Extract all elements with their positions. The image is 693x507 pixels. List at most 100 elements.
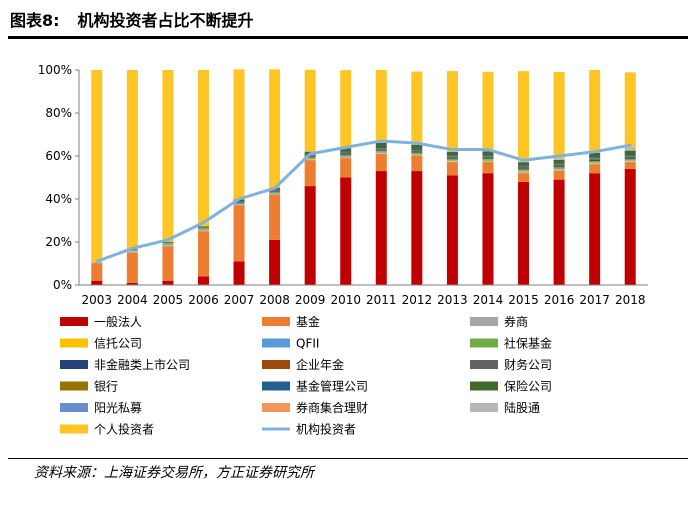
figure-title: 图表8: 机构投资者占比不断提升 xyxy=(10,4,254,34)
bar-segment-2004-s5 xyxy=(126,249,138,251)
bar-segment-2015-s3 xyxy=(518,171,530,173)
bar-segment-2015-s2 xyxy=(518,172,530,174)
bar-segment-2005-s1 xyxy=(162,246,174,281)
bar-segment-2007-s4 xyxy=(233,203,245,205)
axes: 0% 20% 40% 60% 80% 100% 2003 2004 2005 2006 2007 20… xyxy=(38,63,648,307)
legend-swatch xyxy=(470,317,498,326)
legend-item: 社保基金 xyxy=(470,336,552,351)
legend-label: 基金 xyxy=(296,314,320,329)
legend-swatch xyxy=(60,424,88,434)
source-note: 资料来源：上海证券交易所，方正证券研究所 xyxy=(34,465,314,481)
bar-segment-2018-s3 xyxy=(624,160,636,162)
bar-segment-2011-s10 xyxy=(375,146,387,149)
bar-segment-2016-s6 xyxy=(553,166,565,168)
bar-segment-2009-s1 xyxy=(304,160,316,187)
bar-segment-2015-s8 xyxy=(518,166,530,169)
bar-segment-2011-s11 xyxy=(375,142,387,147)
line-layer xyxy=(95,139,632,263)
x-tick-label: 2009 xyxy=(295,293,326,307)
source-divider xyxy=(8,458,688,459)
bar-segment-2012-s10 xyxy=(411,148,423,150)
legend-label: 券商集合理财 xyxy=(296,400,368,415)
legend-item: QFII xyxy=(262,337,319,351)
legend-swatch xyxy=(470,403,498,412)
bar-segment-2007-s5 xyxy=(233,202,245,204)
x-tick-label: 2010 xyxy=(330,293,361,307)
bar-segment-2008-s5 xyxy=(269,191,281,193)
legend-item: 财务公司 xyxy=(470,357,552,372)
bar-segment-2017-s6 xyxy=(589,159,601,161)
stacked-bar-chart: 0% 20% 40% 60% 80% 100% 2003 2004 2005 2006 2007 20… xyxy=(38,63,648,437)
bar-segment-2011-s5 xyxy=(375,150,387,152)
figure-label: 图表8: xyxy=(10,11,60,30)
bar-layer xyxy=(91,69,636,285)
bar-segment-2010-s10 xyxy=(340,151,352,153)
bar-segment-2018-s0 xyxy=(624,168,636,285)
bar-segment-2014-s4 xyxy=(482,159,494,161)
legend-label: 一般法人 xyxy=(94,314,142,329)
x-tick-label: 2003 xyxy=(82,293,113,307)
bar-segment-2013-s3 xyxy=(446,160,458,162)
bar-segment-2018-s10 xyxy=(624,155,636,156)
bar-segment-2005-s0 xyxy=(162,280,174,285)
legend-item: 券商 xyxy=(470,314,528,329)
bar-segment-2013-s8 xyxy=(446,156,458,158)
bar-segment-2004-s1 xyxy=(126,252,138,283)
bar-segment-2013-s6 xyxy=(446,157,458,159)
bar-segment-2017-s2 xyxy=(589,163,601,165)
x-tick-label: 2015 xyxy=(508,293,539,307)
bar-segment-2018-s2 xyxy=(624,161,636,163)
bar-segment-2007-s1 xyxy=(233,205,245,262)
bar-segment-2004-s0 xyxy=(126,282,138,285)
bar-segment-2010-s6 xyxy=(340,154,352,156)
bar-segment-2012-s11 xyxy=(411,144,423,149)
legend-swatch xyxy=(60,317,88,326)
legend-swatch xyxy=(470,360,498,369)
bar-segment-2003-s15 xyxy=(91,70,103,262)
bar-segment-2015-s4 xyxy=(518,170,530,172)
legend-label: 银行 xyxy=(94,380,118,394)
bar-segment-2009-s0 xyxy=(304,186,316,285)
bar-segment-2009-s15 xyxy=(304,69,316,152)
bar-segment-2014-s3 xyxy=(482,160,494,162)
bar-segment-2017-s11 xyxy=(589,152,601,158)
bar-segment-2016-s11 xyxy=(553,159,565,164)
bar-segment-2007-s0 xyxy=(233,261,245,285)
bar-segment-2018-s8 xyxy=(624,156,636,158)
y-tick-label: 20% xyxy=(45,235,72,249)
legend-label: 保险公司 xyxy=(504,379,552,394)
bar-segment-2017-s8 xyxy=(589,158,601,160)
bar-segment-2006-s1 xyxy=(197,231,209,277)
x-tick-label: 2014 xyxy=(473,293,504,307)
bar-segment-2015-s5 xyxy=(518,169,530,171)
bar-segment-2014-s5 xyxy=(482,158,494,160)
bar-segment-2014-s2 xyxy=(482,161,494,163)
bar-segment-2018-s15 xyxy=(624,72,636,148)
bar-segment-2014-s1 xyxy=(482,162,494,174)
bar-segment-2016-s14 xyxy=(553,158,565,160)
chart-title: 机构投资者占比不断提升 xyxy=(77,11,254,30)
bar-segment-2017-s5 xyxy=(589,160,601,163)
x-tick-label: 2012 xyxy=(402,293,433,307)
bar-segment-2009-s5 xyxy=(304,157,316,159)
x-tick-label: 2017 xyxy=(579,293,610,307)
legend-item: 券商集合理财 xyxy=(262,400,368,415)
bar-segment-2011-s8 xyxy=(375,148,387,150)
bar-segment-2009-s4 xyxy=(304,158,316,160)
bar-segment-2011-s3 xyxy=(375,152,387,154)
bar-segment-2012-s1 xyxy=(411,156,423,172)
legend-item: 陆股通 xyxy=(470,400,540,415)
bar-segment-2015-s11 xyxy=(518,162,530,166)
bar-segment-2014-s8 xyxy=(482,156,494,158)
bar-segment-2006-s0 xyxy=(197,276,209,285)
bar-segment-2006-s15 xyxy=(197,70,209,227)
bar-segment-2013-s1 xyxy=(446,162,458,176)
bar-segment-2006-s5 xyxy=(197,227,209,229)
legend-label: 券商 xyxy=(504,314,528,329)
bar-segment-2013-s10 xyxy=(446,155,458,157)
x-tick-label: 2018 xyxy=(615,293,646,307)
bar-segment-2014-s6 xyxy=(482,157,494,159)
bar-segment-2005-s5 xyxy=(162,242,174,244)
bar-segment-2016-s4 xyxy=(553,168,565,170)
y-tick-label: 100% xyxy=(38,63,72,77)
